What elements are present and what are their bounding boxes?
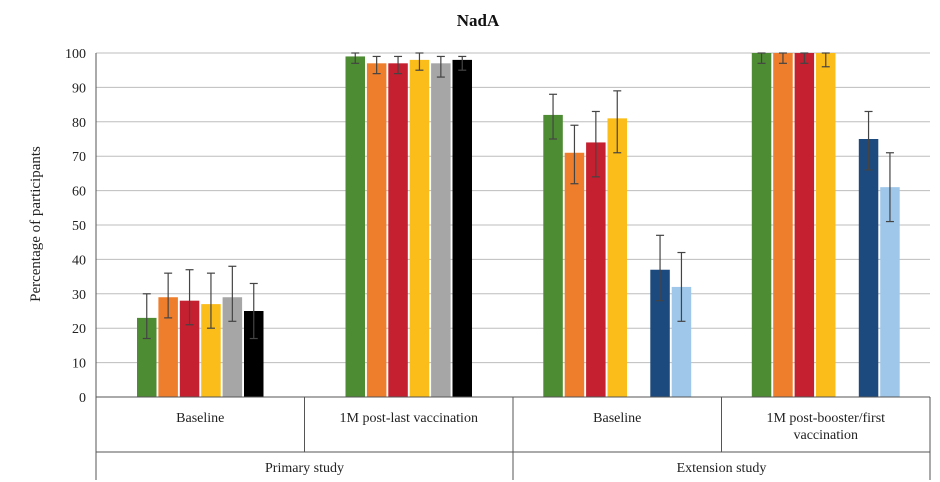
bar [671, 286, 692, 397]
y-tick-label: 60 [72, 185, 86, 200]
category-label: Baseline [593, 411, 641, 426]
bar [543, 114, 563, 398]
bar [751, 53, 772, 397]
y-tick-labels: 0 10 20 30 40 50 60 70 80 90 100 [65, 47, 86, 406]
bar [345, 56, 365, 397]
bar [773, 53, 793, 397]
bar [794, 53, 815, 397]
category-label: 1M post-last vaccination [340, 411, 478, 426]
axes [95, 53, 931, 480]
bar [431, 63, 451, 397]
y-tick-label: 70 [72, 150, 86, 165]
y-tick-label: 20 [72, 322, 86, 337]
bar [409, 59, 430, 397]
bar [222, 297, 243, 397]
bar [816, 53, 836, 397]
bar [158, 297, 178, 397]
group-label: Primary study [265, 461, 344, 476]
bar [388, 63, 408, 397]
y-tick-label: 50 [72, 219, 86, 234]
category-label: 1M post-booster/first [766, 411, 885, 426]
bar [201, 304, 221, 397]
bar [650, 269, 670, 397]
bar [137, 317, 157, 397]
group-label: Extension study [677, 461, 767, 476]
category-label: vaccination [793, 428, 858, 443]
bar [586, 142, 606, 397]
y-tick-label: 90 [72, 81, 86, 96]
bar [179, 300, 200, 397]
y-tick-label: 10 [72, 357, 86, 372]
bar [607, 118, 627, 398]
y-axis-label: Percentage of participants [28, 146, 44, 302]
category-label: Baseline [176, 411, 224, 426]
bar [564, 152, 585, 397]
y-tick-label: 100 [65, 47, 86, 62]
bar [452, 59, 472, 397]
y-tick-label: 40 [72, 253, 86, 268]
bar [244, 311, 264, 397]
bar [880, 187, 900, 397]
y-tick-label: 80 [72, 116, 86, 131]
y-tick-label: 0 [79, 391, 86, 406]
y-tick-label: 30 [72, 288, 86, 303]
bar [858, 139, 879, 397]
bars [137, 52, 900, 398]
category-labels: Baseline 1M post-last vaccination Primary … [176, 411, 885, 476]
chart-title: NadA [457, 11, 500, 30]
bar [366, 63, 387, 397]
